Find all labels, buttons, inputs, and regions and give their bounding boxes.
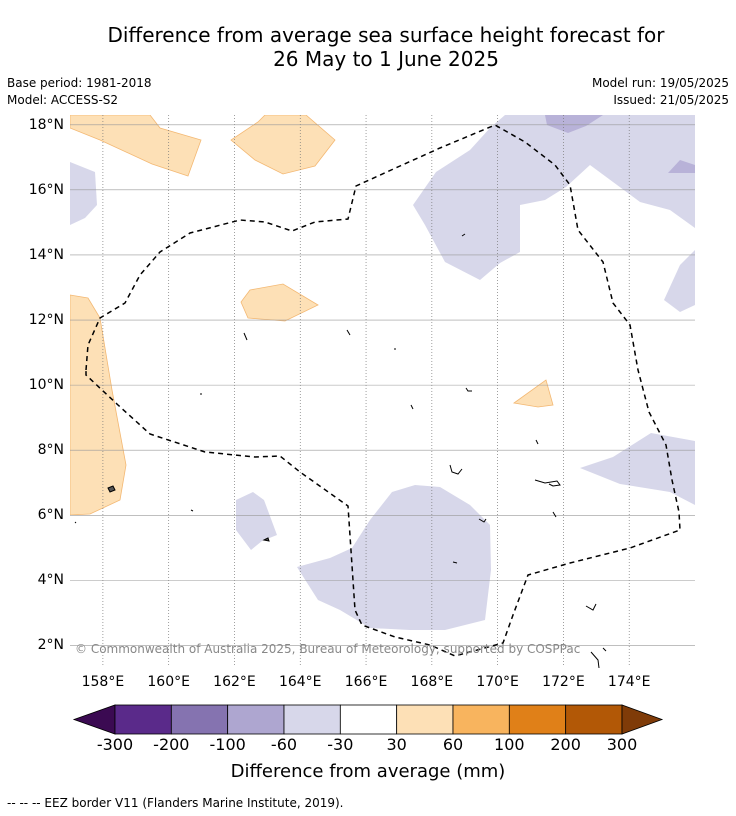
longitude-label: 174°E — [607, 674, 651, 690]
colorbar-cell — [396, 704, 454, 735]
negative-anomaly-area — [413, 115, 695, 280]
negative-anomaly-area — [580, 433, 695, 505]
negative-anomaly-area — [70, 162, 97, 225]
colorbar-tick-label: 100 — [494, 735, 525, 754]
gridlines — [70, 115, 695, 665]
latitude-label: 18°N — [28, 116, 64, 133]
colorbar-cell — [170, 704, 229, 735]
colorbar-tick-label: -300 — [96, 735, 134, 754]
latitude-label: 4°N — [37, 572, 64, 589]
longitude-label: 164°E — [278, 674, 322, 690]
base-period: Base period: 1981-2018 — [7, 76, 152, 90]
latitude-label: 14°N — [28, 246, 64, 263]
colorbar-cell — [508, 704, 567, 735]
latitude-label: 6°N — [37, 507, 64, 524]
colorbar-tick-label: 30 — [386, 735, 407, 754]
negative-anomaly-area — [236, 492, 277, 550]
map-canvas — [70, 115, 695, 669]
longitude-label: 172°E — [542, 674, 585, 690]
positive-anomaly-area — [70, 115, 202, 177]
colorbar-label: Difference from average (mm) — [230, 761, 506, 782]
latitude-label: 8°N — [37, 442, 64, 459]
latitude-label: 12°N — [28, 312, 64, 329]
colorbar-cell — [114, 704, 172, 735]
negative-anomaly-area — [664, 250, 695, 312]
colorbar-cell — [283, 704, 341, 735]
eez-border — [85, 124, 681, 657]
colorbar-tick-label: -200 — [153, 735, 190, 754]
negative-anomaly-area — [668, 160, 695, 173]
latitude-label: 10°N — [28, 377, 64, 394]
longitude-label: 170°E — [476, 674, 519, 690]
colorbar-cell — [452, 704, 510, 735]
colorbar-tick-label: -30 — [327, 735, 354, 754]
negative-anomaly-area — [297, 485, 491, 630]
map-title-line2: 26 May to 1 June 2025 — [273, 47, 499, 71]
colorbar-cells — [72, 704, 664, 735]
eez-legend: -- -- -- EEZ border V11 (Flanders Marine… — [7, 796, 344, 810]
copyright-notice: © Commonwealth of Australia 2025, Bureau… — [75, 642, 581, 656]
longitude-label: 158°E — [81, 674, 125, 690]
anomaly-layer — [70, 115, 695, 630]
colorbar-extend-high — [621, 704, 664, 735]
latitude-label: 2°N — [37, 637, 64, 654]
latitude-label: 16°N — [28, 181, 64, 198]
longitude-label: 162°E — [213, 674, 256, 690]
positive-anomaly-area — [70, 294, 127, 516]
colorbar-tick-label: 60 — [442, 735, 464, 754]
longitude-label: 168°E — [410, 674, 454, 690]
colorbar-tick-label: -100 — [209, 735, 246, 754]
colorbar-extend-low — [72, 704, 116, 735]
islands — [74, 233, 607, 669]
colorbar-tick-label: -60 — [270, 735, 298, 754]
colorbar-cell — [227, 704, 285, 735]
colorbar-cell — [565, 704, 623, 735]
colorbar-cell — [339, 704, 398, 735]
positive-anomaly-area — [512, 379, 554, 408]
longitude-label: 166°E — [344, 674, 388, 690]
positive-anomaly-area — [230, 115, 336, 175]
longitude-label: 160°E — [147, 674, 190, 690]
colorbar-tick-label: 200 — [550, 735, 581, 754]
model-run: Model run: 19/05/2025 — [591, 76, 729, 90]
map-title-line1: Difference from average sea surface heig… — [107, 23, 665, 47]
colorbar-tick-label: 300 — [606, 735, 638, 754]
issued-date: Issued: 21/05/2025 — [613, 93, 729, 107]
model-name: Model: ACCESS-S2 — [7, 93, 119, 107]
negative-anomaly-area — [545, 115, 603, 133]
positive-anomaly-area — [240, 283, 319, 322]
